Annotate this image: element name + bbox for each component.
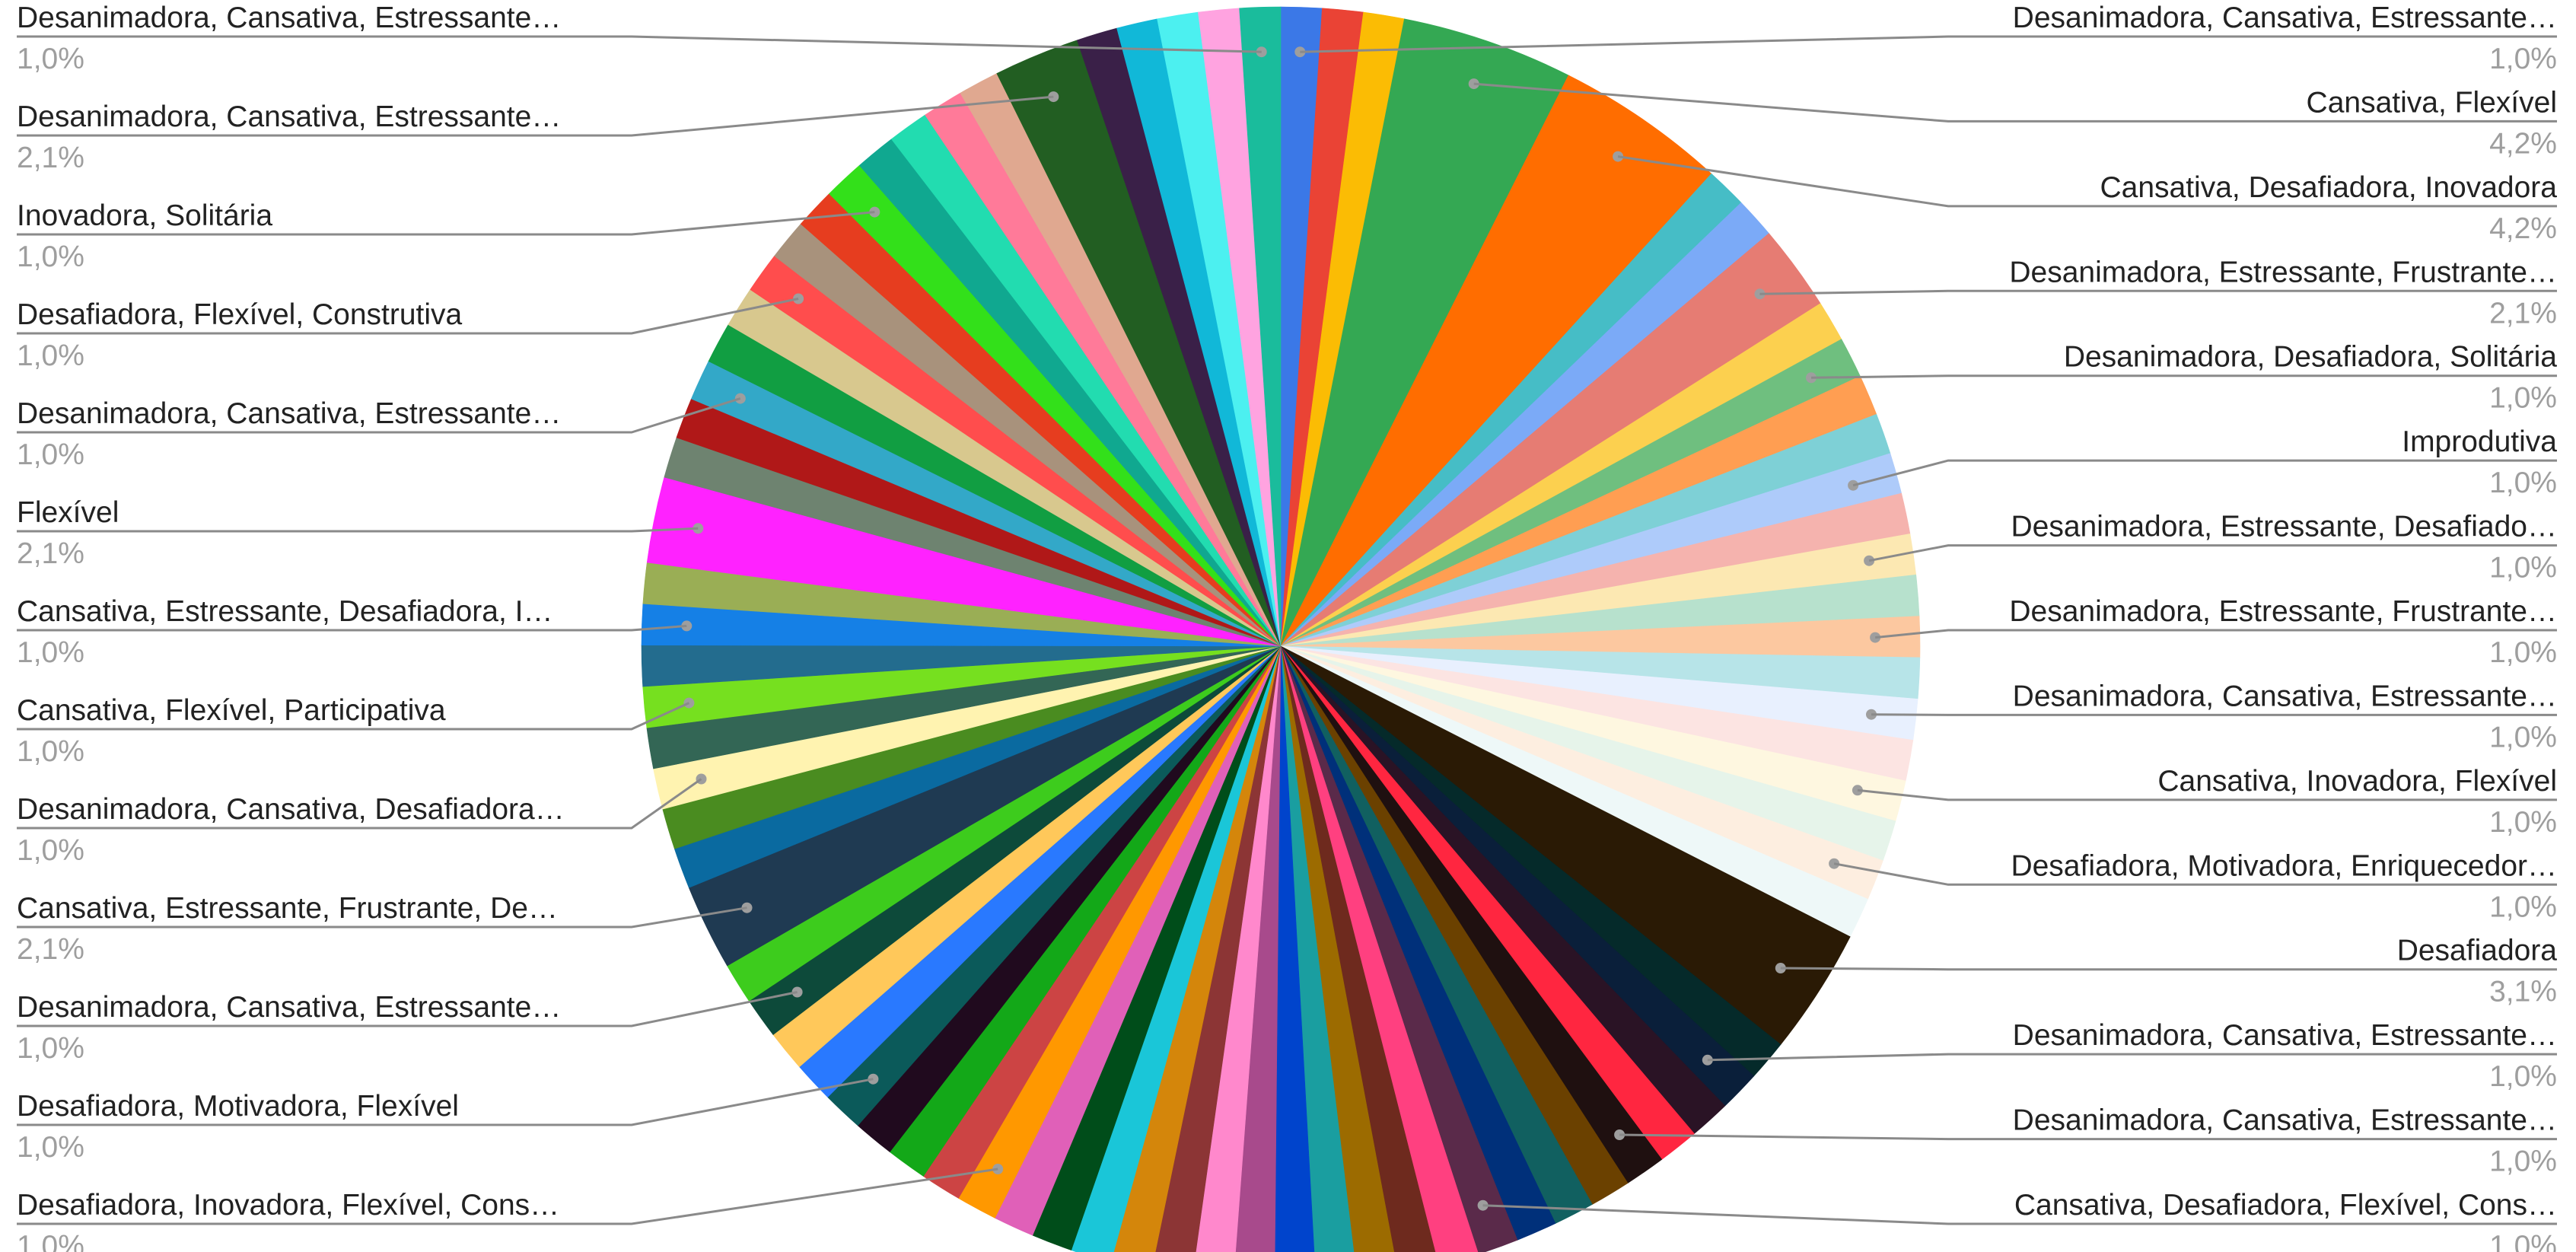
slice-percent-label: 1,0% <box>2489 467 2557 499</box>
leader-line <box>17 397 741 434</box>
slice-label: Desanimadora, Cansativa, Estressante… <box>17 991 561 1024</box>
leader-line <box>17 778 702 830</box>
slice-percent-label: 1,0% <box>2489 721 2557 753</box>
leader-line <box>1617 155 2557 208</box>
slice-percent-label: 1,0% <box>2489 382 2557 415</box>
slice-label: Cansativa, Flexível, Participativa <box>17 694 446 727</box>
slice-label: Desanimadora, Estressante, Desafiado… <box>2011 511 2557 543</box>
slice-percent-label: 1,0% <box>17 438 84 471</box>
leader-line <box>17 624 687 632</box>
leader-line <box>17 991 798 1027</box>
leader-line <box>17 211 875 236</box>
leader-line <box>17 298 799 335</box>
slice-label: Desanimadora, Cansativa, Estressante… <box>2013 1019 2557 1052</box>
slice-label: Desanimadora, Estressante, Frustrante… <box>2009 256 2557 288</box>
slice-percent-label: 1,0% <box>17 1230 84 1252</box>
leader-line <box>1810 374 2557 379</box>
slice-percent-label: 1,0% <box>2489 552 2557 585</box>
leader-line <box>1780 967 2557 971</box>
slice-percent-label: 1,0% <box>2489 1230 2557 1252</box>
slice-percent-label: 1,0% <box>2489 1145 2557 1178</box>
slice-percent-label: 4,2% <box>2489 127 2557 160</box>
pie-slice <box>1239 6 1282 647</box>
leader-line <box>17 35 1262 53</box>
slice-percent-label: 1,0% <box>17 636 84 669</box>
slice-percent-label: 1,0% <box>17 1032 84 1065</box>
slice-percent-label: 2,1% <box>17 933 84 966</box>
leader-line <box>1300 35 2557 53</box>
slice-percent-label: 1,0% <box>2489 806 2557 839</box>
leader-line <box>1482 1204 2557 1225</box>
slice-label: Desafiadora, Motivadora, Flexível <box>17 1090 459 1123</box>
slice-label: Flexível <box>17 496 119 529</box>
slice-label: Desafiadora, Motivadora, Enriquecedor… <box>2011 849 2557 882</box>
slice-label: Desafiadora, Flexível, Construtiva <box>17 298 463 331</box>
slice-label: Desanimadora, Cansativa, Estressante… <box>17 100 561 133</box>
leader-line <box>1759 289 2557 295</box>
slice-label: Desanimadora, Desafiadora, Solitária <box>2064 341 2557 374</box>
slice-percent-label: 2,1% <box>17 537 84 570</box>
leader-line <box>1868 544 2557 562</box>
slice-percent-label: 1,0% <box>17 834 84 867</box>
leader-line <box>17 527 699 533</box>
leader-line <box>1619 1133 2557 1141</box>
slice-label: Inovadora, Solitária <box>17 199 272 232</box>
slice-label: Desanimadora, Cansativa, Estressante… <box>2013 2 2557 34</box>
slice-percent-label: 3,1% <box>2489 976 2557 1008</box>
slice-label: Cansativa, Desafiadora, Inovadora <box>2100 171 2557 204</box>
pie-slice <box>1280 18 1569 647</box>
slice-label: Desafiadora <box>2397 935 2558 967</box>
pie-slice <box>1280 645 1518 1252</box>
slice-label: Desanimadora, Cansativa, Estressante… <box>17 397 561 430</box>
slice-label: Cansativa, Desafiadora, Flexível, Cons… <box>2014 1189 2557 1222</box>
leader-line <box>17 702 690 731</box>
slice-label: Desanimadora, Cansativa, Estressante… <box>2013 680 2557 712</box>
leader-lines <box>17 35 2557 1225</box>
slice-percent-label: 4,2% <box>2489 212 2557 245</box>
leader-line <box>1833 862 2557 886</box>
pie-slice <box>1274 645 1315 1252</box>
slice-percent-label: 1,0% <box>17 241 84 273</box>
slice-percent-label: 1,0% <box>17 43 84 75</box>
slice-label: Desafiadora, Inovadora, Flexível, Cons… <box>17 1189 559 1222</box>
leader-line <box>1707 1053 2557 1062</box>
slice-percent-label: 1,0% <box>2489 636 2557 669</box>
leader-line <box>17 95 1054 137</box>
slice-percent-label: 1,0% <box>17 339 84 372</box>
slice-label: Improdutiva <box>2402 425 2557 458</box>
slice-percent-label: 1,0% <box>2489 1060 2557 1093</box>
slice-percent-label: 1,0% <box>17 735 84 768</box>
leader-line <box>17 906 747 929</box>
pie-slice <box>1280 645 1395 1252</box>
slice-label: Desanimadora, Cansativa, Estressante… <box>2013 1104 2557 1137</box>
leader-line <box>1852 459 2557 487</box>
slice-label: Desanimadora, Estressante, Frustrante… <box>2009 595 2557 628</box>
slice-percent-label: 2,1% <box>17 142 84 174</box>
slice-label: Desanimadora, Cansativa, Desafiadora… <box>17 793 565 826</box>
slice-percent-label: 2,1% <box>2489 297 2557 330</box>
pie-slices <box>641 6 1921 1252</box>
slice-label: Cansativa, Flexível <box>2307 86 2557 119</box>
slice-percent-label: 1,0% <box>2489 43 2557 75</box>
slice-label: Cansativa, Estressante, Desafiadora, I… <box>17 595 553 628</box>
slice-label: Cansativa, Estressante, Frustrante, De… <box>17 892 558 925</box>
slice-percent-label: 1,0% <box>17 1131 84 1164</box>
leader-line <box>1874 629 2557 639</box>
leader-line <box>17 1168 998 1225</box>
slice-percent-label: 1,0% <box>2489 890 2557 923</box>
pie-slice <box>1280 645 1355 1252</box>
leader-line <box>1857 788 2557 801</box>
slice-label: Desanimadora, Cansativa, Estressante… <box>17 2 561 34</box>
pie-slice <box>1280 645 1436 1252</box>
leader-line <box>1473 82 2557 123</box>
slice-labels: Desanimadora, Cansativa, Estressante… 1,0… <box>17 2 2557 1252</box>
leader-line <box>17 1078 874 1126</box>
slice-label: Cansativa, Inovadora, Flexível <box>2157 765 2557 798</box>
